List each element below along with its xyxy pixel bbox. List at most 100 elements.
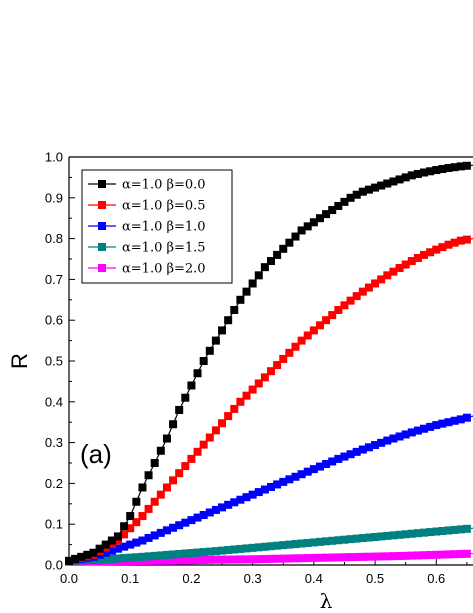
data-point: [273, 361, 282, 370]
data-point: [462, 235, 471, 244]
data-point: [334, 553, 343, 562]
data-point: [322, 210, 331, 219]
data-point: [187, 549, 196, 558]
data-point: [267, 367, 275, 376]
data-point: [101, 555, 110, 564]
data-point: [120, 530, 129, 539]
data-point: [162, 483, 171, 492]
data-point: [358, 445, 367, 454]
data-point: [291, 342, 300, 351]
data-point: [260, 555, 269, 564]
legend-label: α=1.0 β=1.0: [122, 220, 206, 235]
data-point: [279, 554, 288, 563]
data-point: [395, 552, 404, 561]
data-point: [426, 422, 435, 431]
data-point: [407, 171, 416, 180]
data-point: [113, 554, 122, 563]
data-point: [156, 528, 165, 537]
data-point: [224, 546, 233, 555]
data-point: [279, 477, 288, 486]
data-point: [322, 316, 331, 325]
data-point: [413, 169, 422, 178]
data-point: [126, 553, 135, 562]
data-point: [352, 534, 361, 543]
data-point: [352, 447, 361, 456]
data-point: [230, 404, 239, 413]
data-point: [426, 167, 435, 176]
y-tick-label: 0.9: [45, 190, 63, 205]
data-point: [236, 495, 245, 504]
data-point: [462, 413, 471, 422]
x-tick-label: 0.2: [182, 571, 200, 586]
data-point: [107, 546, 116, 555]
data-point: [456, 549, 465, 558]
data-point: [358, 552, 367, 561]
data-point: [413, 426, 422, 435]
data-point: [420, 528, 429, 537]
data-point: [371, 441, 380, 450]
data-point: [205, 555, 214, 564]
data-point: [444, 240, 453, 249]
data-point: [126, 540, 135, 549]
data-point: [83, 550, 92, 559]
data-point: [340, 535, 349, 544]
data-point: [273, 554, 282, 563]
data-point: [181, 462, 190, 471]
data-point: [420, 424, 429, 433]
legend-item: α=1.0 β=0.0: [88, 178, 206, 193]
data-point: [169, 420, 178, 429]
axis-ticks: 0.0 0.1 0.2 0.3 0.4 0.5 0.6 0.0 0.1 0.2 0.3 0.4 0.5 0…: [45, 150, 468, 586]
data-point: [126, 524, 135, 533]
data-point: [169, 476, 178, 485]
legend-label: α=1.0 β=0.5: [122, 199, 206, 214]
data-point: [340, 301, 349, 310]
data-point: [383, 531, 392, 540]
data-point: [267, 554, 275, 563]
data-point: [218, 326, 227, 335]
data-point: [254, 543, 263, 552]
data-point: [162, 434, 171, 443]
data-point: [377, 181, 386, 190]
data-point: [236, 555, 245, 564]
data-point: [438, 419, 447, 428]
data-point: [297, 336, 306, 345]
data-point: [156, 446, 165, 455]
data-point: [230, 545, 239, 554]
data-point: [352, 190, 361, 199]
legend-marker: [98, 222, 106, 230]
data-point: [175, 521, 184, 530]
series-layer: [65, 161, 473, 566]
data-point: [169, 556, 178, 565]
data-point: [438, 550, 447, 559]
legend-marker: [98, 180, 106, 188]
data-point: [205, 433, 214, 442]
data-point: [426, 528, 435, 537]
data-point: [77, 552, 86, 561]
data-point: [181, 549, 190, 558]
data-point: [346, 553, 355, 562]
legend-item: α=1.0 β=0.5: [88, 199, 206, 214]
data-point: [432, 527, 441, 536]
data-point: [132, 538, 141, 547]
data-point: [120, 554, 129, 563]
data-point: [260, 485, 269, 494]
y-tick-label: 1.0: [45, 150, 63, 165]
data-point: [95, 555, 104, 564]
data-point: [162, 526, 171, 535]
data-point: [156, 490, 165, 499]
data-point: [175, 469, 184, 478]
data-point: [315, 214, 324, 223]
data-point: [383, 436, 392, 445]
data-point: [230, 306, 239, 314]
legend-item: α=1.0 β=1.0: [88, 220, 206, 235]
data-point: [248, 543, 257, 552]
data-point: [260, 542, 269, 551]
data-point: [371, 532, 380, 541]
data-point: [389, 434, 398, 443]
data-point: [309, 218, 318, 227]
data-point: [193, 548, 202, 557]
series--1-0-1-5: [65, 524, 473, 565]
legend-label: α=1.0 β=2.0: [122, 262, 206, 277]
data-point: [199, 511, 208, 520]
series--1-0-0-5: [65, 235, 473, 565]
